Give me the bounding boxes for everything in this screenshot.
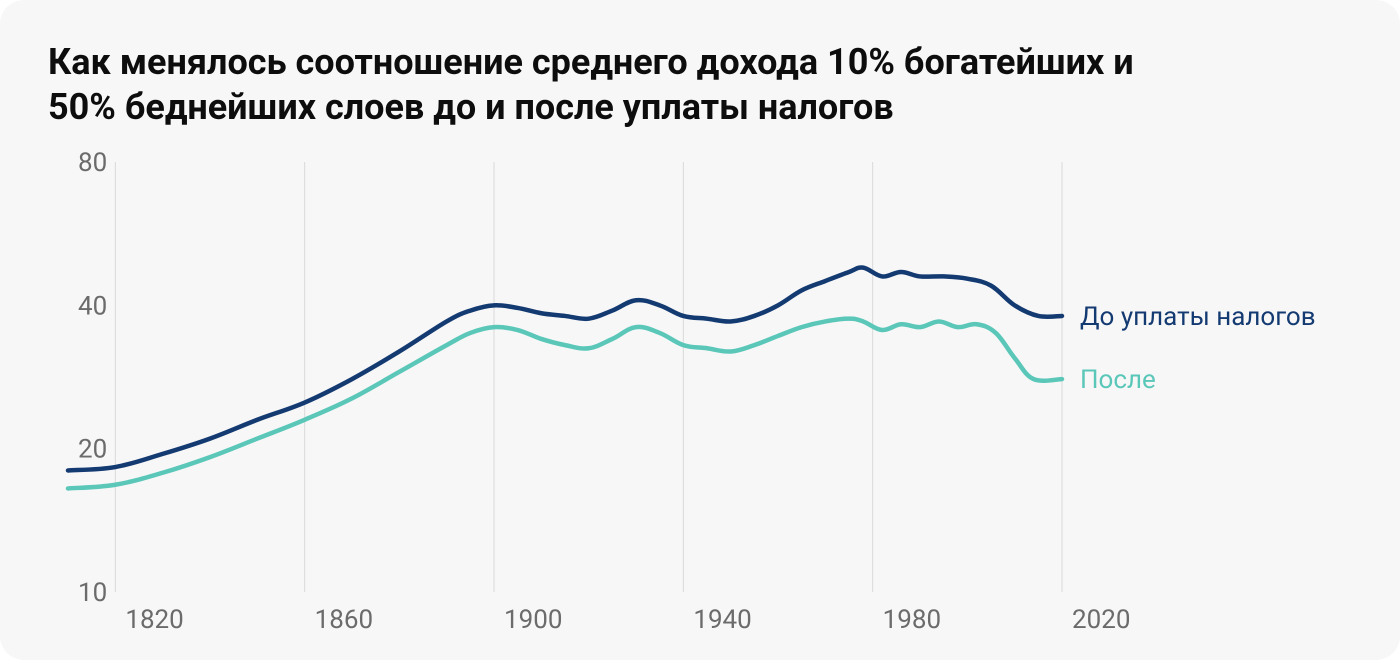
x-tick-label: 1940: [693, 605, 751, 635]
x-axis-ticks: 1820 1860 1900 1940 1980 2020: [125, 605, 1130, 635]
y-tick-label: 20: [78, 435, 107, 465]
chart-title: Как менялось соотношение среднего дохода…: [48, 40, 1198, 130]
x-tick-label: 1820: [125, 605, 183, 635]
x-tick-label: 1860: [315, 605, 373, 635]
plot-area: 10 20 40 80 1820 1860 1900 1940 1980 2020 До упл…: [48, 142, 1352, 642]
line-chart-svg: 10 20 40 80 1820 1860 1900 1940 1980 2020 До упл…: [48, 142, 1352, 642]
legend-label-pretax: До уплаты налогов: [1080, 302, 1316, 332]
legend: До уплаты налогов После: [1080, 302, 1316, 395]
x-tick-label: 2020: [1072, 605, 1130, 635]
series-group: [68, 267, 1062, 488]
chart-card: Как менялось соотношение среднего дохода…: [0, 0, 1400, 660]
x-tick-label: 1980: [883, 605, 941, 635]
y-tick-label: 40: [78, 291, 107, 321]
series-posttax: [68, 319, 1062, 489]
y-tick-label: 80: [78, 148, 107, 178]
x-gridlines: [115, 162, 1062, 592]
x-tick-label: 1900: [504, 605, 562, 635]
legend-label-posttax: После: [1080, 365, 1156, 395]
series-pretax: [68, 267, 1062, 470]
y-tick-label: 10: [78, 578, 107, 608]
y-axis-ticks: 10 20 40 80: [78, 148, 107, 608]
